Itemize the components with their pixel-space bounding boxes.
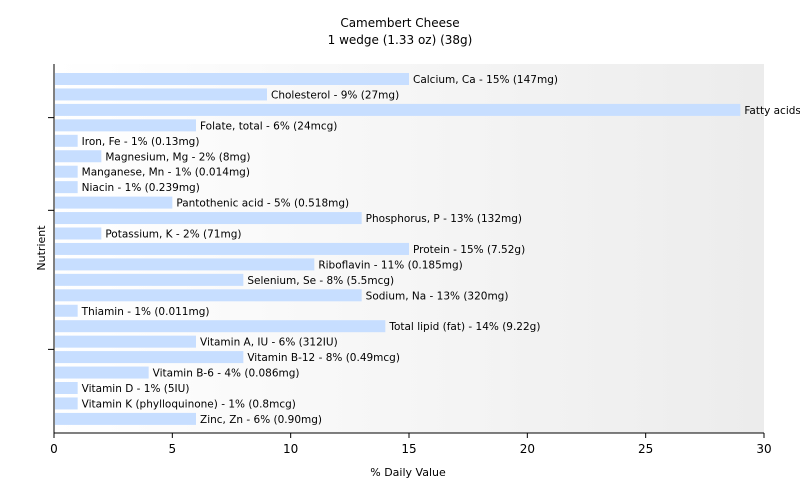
bar-label: Magnesium, Mg - 2% (8mg) xyxy=(105,151,250,163)
bar xyxy=(55,304,78,317)
bar-label: Vitamin D - 1% (5IU) xyxy=(82,383,190,395)
bar-label: Cholesterol - 9% (27mg) xyxy=(271,89,399,101)
bar xyxy=(55,165,78,178)
bar-label: Niacin - 1% (0.239mg) xyxy=(82,182,200,194)
bar xyxy=(55,320,386,333)
x-tick-label: 30 xyxy=(756,442,771,456)
bar-label: Vitamin K (phylloquinone) - 1% (0.8mcg) xyxy=(82,398,296,410)
bar xyxy=(55,103,741,116)
bar-label: Manganese, Mn - 1% (0.014mg) xyxy=(82,167,250,179)
bar-label: Phosphorus, P - 13% (132mg) xyxy=(366,213,522,225)
bar xyxy=(55,73,409,85)
bar xyxy=(55,289,362,302)
bar xyxy=(55,273,244,286)
bar xyxy=(55,397,78,410)
bar-label: Vitamin B-12 - 8% (0.49mcg) xyxy=(247,352,400,364)
bar-label: Protein - 15% (7.52g) xyxy=(413,244,525,256)
chart-subtitle: 1 wedge (1.33 oz) (38g) xyxy=(328,33,473,47)
chart-title: Camembert Cheese xyxy=(340,16,459,30)
x-tick-label: 25 xyxy=(638,442,653,456)
bar-labels-group: Calcium, Ca - 15% (147mg) Cholesterol - 9… xyxy=(81,74,800,426)
bar-label: Vitamin B-6 - 4% (0.086mg) xyxy=(153,368,300,380)
x-tick-label: 20 xyxy=(520,442,535,456)
bar-label: Selenium, Se - 8% (5.5mcg) xyxy=(247,275,394,287)
bar xyxy=(55,212,362,225)
bar xyxy=(55,227,102,240)
bar xyxy=(55,351,244,364)
x-tick-label: 0 xyxy=(50,442,58,456)
bar-label: Calcium, Ca - 15% (147mg) xyxy=(413,74,558,86)
bar-label: Iron, Fe - 1% (0.13mg) xyxy=(82,136,200,148)
bar-label: Riboflavin - 11% (0.185mg) xyxy=(318,259,462,271)
bar-label: Thiamin - 1% (0.011mg) xyxy=(81,306,210,318)
x-tick-label: 5 xyxy=(169,442,177,456)
bar xyxy=(55,242,409,255)
bar xyxy=(55,258,315,271)
bar-label: Potassium, K - 2% (71mg) xyxy=(105,229,241,241)
bar-label: Total lipid (fat) - 14% (9.22g) xyxy=(388,321,540,333)
x-tick-label: 15 xyxy=(401,442,416,456)
bar-label: Zinc, Zn - 6% (0.90mg) xyxy=(200,414,322,426)
bar-label: Pantothenic acid - 5% (0.518mg) xyxy=(176,198,349,210)
x-tick-label: 10 xyxy=(283,442,298,456)
bar xyxy=(55,150,102,163)
bar xyxy=(55,181,78,194)
bar xyxy=(55,196,173,209)
bar-label: Fatty acids, total saturated - 29% (5.79… xyxy=(744,105,800,117)
bar xyxy=(55,88,267,101)
bar xyxy=(55,335,196,348)
bar xyxy=(55,134,78,147)
axes-group: 0 5 10 15 20 25 30 xyxy=(48,64,772,456)
bar xyxy=(55,366,149,379)
bar-label: Vitamin A, IU - 6% (312IU) xyxy=(200,337,338,349)
bar-label: Folate, total - 6% (24mcg) xyxy=(200,120,337,132)
bar xyxy=(55,412,196,425)
bar xyxy=(55,382,78,394)
bars-group xyxy=(55,73,741,425)
y-axis-label: Nutrient xyxy=(35,225,48,271)
x-axis-label: % Daily Value xyxy=(370,466,446,479)
bar-label: Sodium, Na - 13% (320mg) xyxy=(366,290,509,302)
bar xyxy=(55,119,196,132)
